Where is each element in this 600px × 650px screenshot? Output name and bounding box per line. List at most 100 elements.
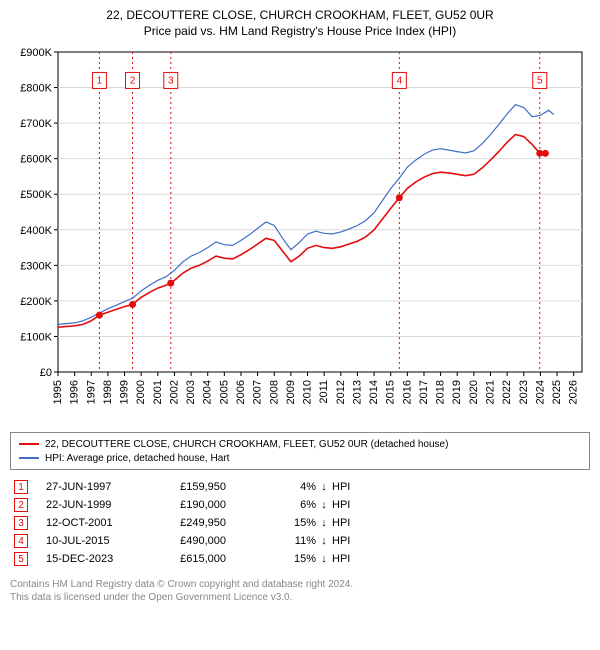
footnote-line2: This data is licensed under the Open Gov… [10, 591, 590, 604]
table-row: 2 22-JUN-1999£190,0006%↓HPI [10, 496, 590, 514]
y-tick-label: £600K [20, 154, 52, 166]
tx-pct: 15% [266, 517, 316, 529]
x-tick-label: 2025 [551, 380, 563, 404]
x-tick-label: 2000 [135, 380, 147, 404]
x-tick-label: 2005 [218, 380, 230, 404]
tx-date: 15-DEC-2023 [46, 553, 166, 565]
x-tick-label: 1999 [119, 380, 131, 404]
tx-price: £490,000 [166, 535, 266, 547]
tx-hpi: HPI [332, 481, 350, 493]
x-tick-label: 2012 [335, 380, 347, 404]
x-tick-label: 2008 [268, 380, 280, 404]
down-arrow-icon: ↓ [316, 553, 332, 565]
y-tick-label: £700K [20, 118, 52, 130]
sale-marker-num: 2 [130, 75, 136, 86]
x-tick-label: 1995 [52, 380, 64, 404]
x-tick-label: 2022 [501, 380, 513, 404]
tx-marker: 3 [14, 516, 28, 530]
x-tick-label: 2014 [368, 380, 380, 404]
legend: 22, DECOUTTERE CLOSE, CHURCH CROOKHAM, F… [10, 432, 590, 470]
legend-swatch [19, 457, 39, 459]
x-tick-label: 2015 [385, 380, 397, 404]
sale-point [129, 301, 136, 308]
table-row: 3 12-OCT-2001£249,95015%↓HPI [10, 514, 590, 532]
tx-marker: 4 [14, 534, 28, 548]
plot-frame [58, 52, 582, 372]
sale-marker-num: 1 [97, 75, 103, 86]
x-tick-label: 1997 [85, 380, 97, 404]
footnote-line1: Contains HM Land Registry data © Crown c… [10, 578, 590, 591]
tx-price: £249,950 [166, 517, 266, 529]
y-tick-label: £900K [20, 47, 52, 59]
table-row: 4 10-JUL-2015£490,00011%↓HPI [10, 532, 590, 550]
x-tick-label: 2003 [185, 380, 197, 404]
y-tick-label: £100K [20, 331, 52, 343]
x-tick-label: 2004 [202, 380, 214, 404]
x-tick-label: 2016 [401, 380, 413, 404]
x-tick-label: 2007 [252, 380, 264, 404]
tx-date: 12-OCT-2001 [46, 517, 166, 529]
x-tick-label: 2023 [518, 380, 530, 404]
x-tick-label: 2010 [302, 380, 314, 404]
down-arrow-icon: ↓ [316, 517, 332, 529]
x-tick-label: 2011 [318, 380, 330, 404]
x-tick-label: 1996 [69, 380, 81, 404]
sale-point [96, 312, 103, 319]
tx-price: £190,000 [166, 499, 266, 511]
x-tick-label: 2020 [468, 380, 480, 404]
legend-label: HPI: Average price, detached house, Hart [45, 453, 229, 464]
y-tick-label: £300K [20, 260, 52, 272]
x-tick-label: 2006 [235, 380, 247, 404]
x-tick-label: 2013 [351, 380, 363, 404]
tx-price: £159,950 [166, 481, 266, 493]
tx-pct: 6% [266, 499, 316, 511]
tx-pct: 15% [266, 553, 316, 565]
y-tick-label: £0 [40, 367, 52, 379]
tx-date: 10-JUL-2015 [46, 535, 166, 547]
legend-row: HPI: Average price, detached house, Hart [19, 451, 581, 465]
x-tick-label: 2002 [168, 380, 180, 404]
y-tick-label: £400K [20, 225, 52, 237]
table-row: 1 27-JUN-1997£159,9504%↓HPI [10, 478, 590, 496]
legend-label: 22, DECOUTTERE CLOSE, CHURCH CROOKHAM, F… [45, 439, 448, 450]
tx-pct: 11% [266, 535, 316, 547]
tx-hpi: HPI [332, 535, 350, 547]
tx-date: 27-JUN-1997 [46, 481, 166, 493]
y-tick-label: £500K [20, 189, 52, 201]
tx-hpi: HPI [332, 499, 350, 511]
chart-area: £0 £100K £200K £300K £400K £500K £600K £700K £80… [10, 46, 590, 426]
y-tick-label: £800K [20, 83, 52, 95]
chart-title-line1: 22, DECOUTTERE CLOSE, CHURCH CROOKHAM, F… [10, 8, 590, 22]
tx-hpi: HPI [332, 553, 350, 565]
sale-point [536, 150, 543, 157]
tx-pct: 4% [266, 481, 316, 493]
down-arrow-icon: ↓ [316, 535, 332, 547]
table-row: 5 15-DEC-2023£615,00015%↓HPI [10, 550, 590, 568]
tx-date: 22-JUN-1999 [46, 499, 166, 511]
tx-marker: 2 [14, 498, 28, 512]
chart-title-line2: Price paid vs. HM Land Registry's House … [10, 24, 590, 38]
legend-swatch [19, 443, 39, 445]
tx-marker: 1 [14, 480, 28, 494]
x-tick-label: 2018 [435, 380, 447, 404]
down-arrow-icon: ↓ [316, 481, 332, 493]
sale-marker-num: 5 [537, 75, 543, 86]
transaction-table: 127-JUN-1997£159,9504%↓HPI222-JUN-1999£1… [10, 478, 590, 568]
y-tick-label: £200K [20, 296, 52, 308]
sale-point [167, 280, 174, 287]
tx-hpi: HPI [332, 517, 350, 529]
x-tick-label: 2009 [285, 380, 297, 404]
x-tick-label: 1998 [102, 380, 114, 404]
x-tick-label: 2019 [451, 380, 463, 404]
x-tick-label: 2024 [534, 380, 546, 404]
footnote: Contains HM Land Registry data © Crown c… [10, 578, 590, 604]
down-arrow-icon: ↓ [316, 499, 332, 511]
tx-price: £615,000 [166, 553, 266, 565]
legend-row: 22, DECOUTTERE CLOSE, CHURCH CROOKHAM, F… [19, 437, 581, 451]
sale-marker-num: 3 [168, 75, 174, 86]
chart-svg: £0 £100K £200K £300K £400K £500K £600K £700K £80… [10, 46, 590, 426]
tx-marker: 5 [14, 552, 28, 566]
x-tick-label: 2021 [485, 380, 497, 404]
x-tick-label: 2017 [418, 380, 430, 404]
x-tick-label: 2026 [568, 380, 580, 404]
